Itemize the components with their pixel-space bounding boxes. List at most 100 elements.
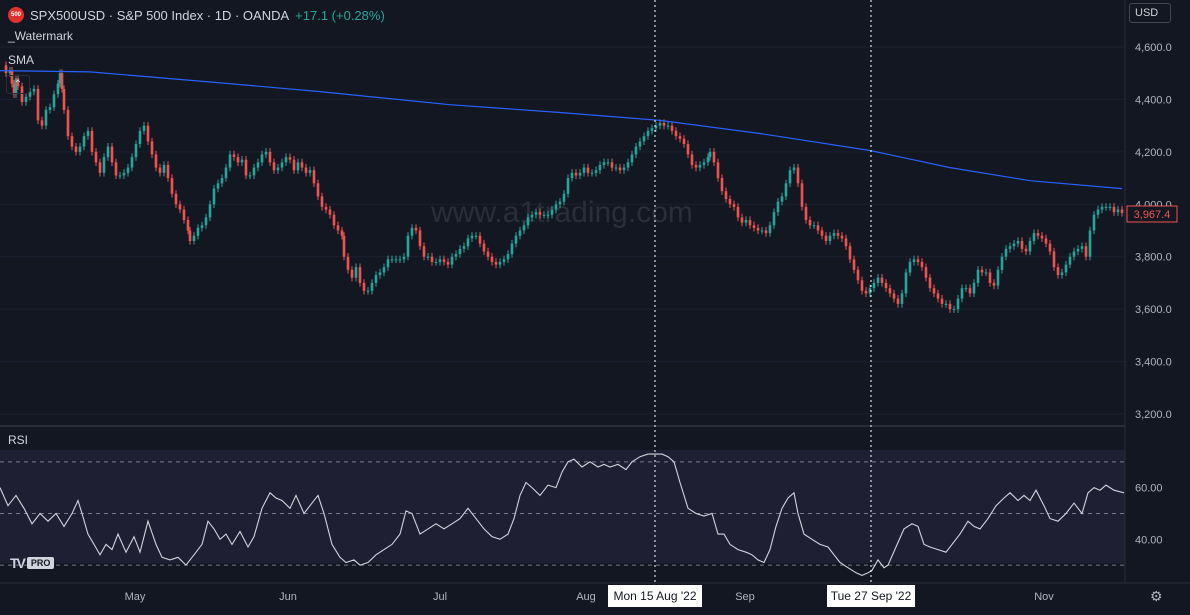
- candle: [554, 200, 558, 214]
- candle: [478, 232, 482, 248]
- time-axis-labels[interactable]: May Jun Jul Aug Sep Nov: [125, 591, 1055, 603]
- candle: [550, 205, 554, 219]
- candle: [1068, 253, 1072, 269]
- candle: [324, 203, 328, 214]
- candle: [506, 250, 510, 264]
- rsi-line: [0, 453, 1125, 576]
- candle: [212, 184, 216, 208]
- candle: [674, 127, 678, 140]
- candle: [1100, 203, 1104, 214]
- candle: [166, 161, 170, 182]
- candle: [316, 179, 320, 201]
- rsi-tick-label: 60.00: [1135, 483, 1163, 495]
- candle: [430, 253, 434, 266]
- symbol-badge[interactable]: 500: [8, 7, 24, 23]
- candle: [378, 268, 382, 279]
- last-price-label: 3,967.4: [1126, 205, 1178, 223]
- symbol-title[interactable]: SPX500USD · S&P 500 Index · 1D · OANDA: [30, 7, 290, 23]
- candle: [646, 127, 650, 140]
- candle: [896, 294, 900, 308]
- candle: [12, 80, 16, 98]
- candle: [90, 127, 94, 156]
- candle: [1120, 205, 1124, 217]
- candle: [350, 266, 354, 282]
- sma-indicator-label[interactable]: SMA: [8, 53, 35, 67]
- candle: [522, 221, 526, 235]
- candle: [336, 221, 340, 235]
- candle: [394, 255, 398, 264]
- candle: [864, 287, 868, 298]
- candle: [406, 232, 410, 261]
- candle: [114, 158, 118, 180]
- candle: [32, 85, 36, 96]
- candle: [138, 127, 142, 148]
- candle: [470, 232, 474, 243]
- watermark-indicator-label[interactable]: _Watermark: [8, 29, 73, 43]
- watermark-text: www.a1trading.com: [430, 196, 693, 229]
- price-tick-label: 4,200.0: [1135, 147, 1172, 159]
- candle: [462, 242, 466, 253]
- candle: [984, 268, 988, 277]
- candle: [872, 279, 876, 292]
- candle: [82, 132, 86, 151]
- candle: [346, 253, 350, 274]
- currency-button[interactable]: USD: [1129, 3, 1171, 23]
- candle: [102, 153, 106, 177]
- candle: [748, 216, 752, 229]
- candle: [590, 169, 594, 177]
- candle: [402, 253, 406, 264]
- candle: [98, 158, 102, 177]
- crosshair-label-2: Tue 27 Sep '22: [827, 585, 915, 607]
- candle: [450, 253, 454, 269]
- candle: [920, 258, 924, 271]
- time-tick-label: Jun: [279, 591, 297, 603]
- candle: [884, 279, 888, 292]
- collapse-indicators-button[interactable]: ⌃: [6, 75, 30, 94]
- candle: [720, 174, 724, 195]
- candle: [332, 211, 336, 229]
- candle: [844, 234, 848, 250]
- candle: [158, 163, 162, 177]
- candle: [1080, 242, 1084, 253]
- candle: [276, 163, 280, 174]
- candle: [260, 150, 264, 167]
- candle: [1040, 232, 1044, 243]
- candle: [52, 90, 56, 111]
- candle: [706, 153, 710, 167]
- rsi-indicator-label[interactable]: RSI: [8, 433, 29, 447]
- settings-button[interactable]: ⚙: [1150, 588, 1163, 605]
- candle: [174, 190, 178, 208]
- candle: [968, 284, 972, 298]
- candle: [374, 271, 378, 287]
- candle: [86, 127, 90, 140]
- candle: [566, 174, 570, 198]
- candle: [744, 216, 748, 227]
- candle: [578, 169, 582, 180]
- candle: [1016, 237, 1020, 248]
- time-tick-label: May: [125, 591, 146, 603]
- candle: [776, 197, 780, 216]
- candle: [56, 80, 60, 98]
- svg-text:www.a1trading.com: www.a1trading.com: [430, 196, 693, 229]
- candle: [768, 221, 772, 237]
- candle: [800, 179, 804, 211]
- candle: [304, 163, 308, 177]
- candle: [518, 226, 522, 240]
- candle: [888, 284, 892, 298]
- candle: [708, 148, 712, 161]
- candle: [446, 258, 450, 269]
- tv-logo-mark: TV: [10, 555, 26, 571]
- candle: [252, 163, 256, 180]
- price-tick-label: 3,600.0: [1135, 304, 1172, 316]
- candle: [1116, 205, 1120, 216]
- candle: [24, 93, 28, 106]
- candle: [220, 174, 224, 187]
- candle: [48, 103, 52, 114]
- candle: [594, 166, 598, 177]
- candle: [788, 166, 792, 187]
- candle: [44, 106, 48, 130]
- candle: [1044, 234, 1048, 248]
- candle: [880, 274, 884, 287]
- price-axis-labels[interactable]: 4,600.04,400.04,200.04,000.03,800.03,600…: [1135, 42, 1172, 421]
